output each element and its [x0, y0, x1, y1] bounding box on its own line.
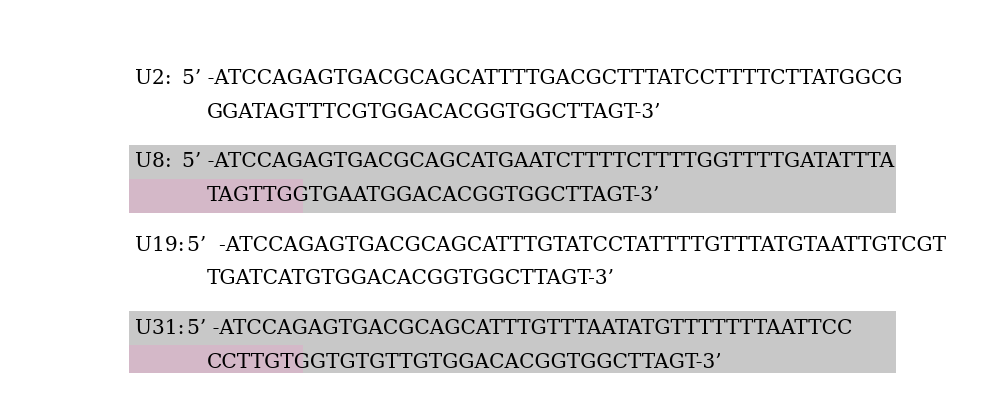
Text: U8:: U8:	[135, 153, 172, 171]
Text: 5’ -ATCCAGAGTGACGCAGCATGAATCTTTTCTTTTGGTTTTGATATTTA: 5’ -ATCCAGAGTGACGCAGCATGAATCTTTTCTTTTGGT…	[182, 153, 894, 171]
Text: 5’ -ATCCAGAGTGACGCAGCATTTTGACGCTTTATCCTTTTCTTATGGCG: 5’ -ATCCAGAGTGACGCAGCATTTTGACGCTTTATCCTT…	[182, 69, 902, 88]
Bar	[129, 345, 303, 379]
Bar	[129, 145, 896, 179]
Text: U31:: U31:	[135, 319, 185, 338]
Text: TAGTTGGTGAATGGACACGGTGGCTTAGT-3’: TAGTTGGTGAATGGACACGGTGGCTTAGT-3’	[206, 186, 660, 205]
Bar	[129, 179, 896, 213]
Text: 5’  -ATCCAGAGTGACGCAGCATTTGTATCCTATTTTGTTTATGTAATTGTCGT: 5’ -ATCCAGAGTGACGCAGCATTTGTATCCTATTTTGTT…	[187, 235, 946, 255]
Bar	[129, 345, 896, 379]
Text: CCTTGTGGTGTGTTGTGGACACGGTGGCTTAGT-3’: CCTTGTGGTGTGTTGTGGACACGGTGGCTTAGT-3’	[206, 353, 722, 372]
Bar	[129, 311, 896, 345]
Text: GGATAGTTTCGTGGACACGGTGGCTTAGT-3’: GGATAGTTTCGTGGACACGGTGGCTTAGT-3’	[206, 103, 661, 122]
Text: U2:: U2:	[135, 69, 172, 88]
Bar	[129, 179, 303, 213]
Text: TGATCATGTGGACACGGTGGCTTAGT-3’: TGATCATGTGGACACGGTGGCTTAGT-3’	[206, 269, 614, 288]
Text: U19:: U19:	[135, 235, 185, 255]
Text: 5’ -ATCCAGAGTGACGCAGCATTTGTTTAATATGTTTTTTTAATTCC: 5’ -ATCCAGAGTGACGCAGCATTTGTTTAATATGTTTTT…	[187, 319, 852, 338]
